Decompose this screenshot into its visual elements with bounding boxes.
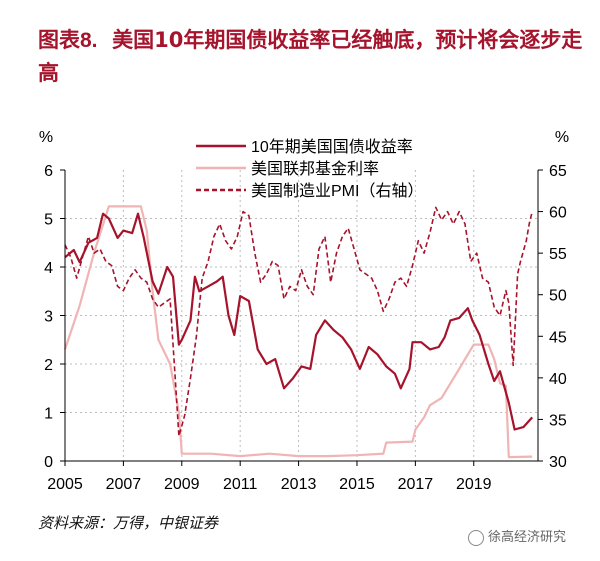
pmi-line	[64, 206, 533, 437]
x-tick-label: 2013	[281, 476, 317, 493]
right-tick-label: 45	[549, 329, 567, 346]
treasury-yield-line	[64, 212, 534, 431]
left-tick-label: 1	[44, 406, 53, 423]
left-tick-label: 2	[44, 357, 53, 374]
legend-fed-funds-label: 美国联邦基金利率	[251, 160, 379, 178]
right-tick-label: 65	[549, 163, 567, 180]
watermark-text: 徐高经济研究	[488, 530, 567, 545]
right-unit-label: %	[555, 129, 569, 146]
x-tick-label: 2015	[339, 476, 375, 493]
right-tick-label: 60	[549, 205, 567, 222]
wechat-icon	[468, 529, 484, 546]
legend-treasury: 10年期美国国债收益率	[196, 138, 413, 156]
right-tick-label: 30	[549, 454, 567, 471]
left-tick-label: 3	[44, 309, 53, 326]
x-tick-label: 2007	[106, 476, 142, 493]
figure-title-text: 美国10年期国债收益率已经触底，预计将会逐步走高	[38, 28, 583, 85]
left-tick-label: 0	[44, 454, 53, 471]
right-tick-label: 35	[549, 412, 567, 429]
legend-pmi: 美国制造业PMI（右轴）	[196, 182, 423, 200]
x-tick-label: 2005	[47, 476, 83, 493]
x-tick-label: 2019	[456, 476, 492, 493]
left-tick-label: 4	[44, 260, 53, 277]
fed-funds-rate-line	[63, 205, 533, 459]
figure-label: 图表8.	[38, 29, 98, 52]
legend-fed-funds: 美国联邦基金利率	[196, 160, 379, 178]
right-tick-label: 50	[549, 288, 567, 305]
watermark: 徐高经济研究	[468, 526, 566, 546]
x-tick-label: 2011	[223, 476, 258, 493]
grid-layer	[65, 170, 538, 461]
right-tick-label: 55	[549, 246, 567, 263]
x-tick-label: 2017	[398, 476, 434, 493]
left-tick-label: 5	[44, 212, 53, 229]
figure-title: 图表8. 美国10年期国债收益率已经触底，预计将会逐步走高	[38, 24, 583, 89]
left-tick-label: 6	[44, 163, 53, 180]
legend-pmi-label: 美国制造业PMI（右轴）	[251, 182, 423, 200]
series-layer	[63, 205, 534, 459]
x-tick-label: 2009	[164, 476, 200, 493]
right-tick-label: 40	[549, 371, 567, 388]
legend-treasury-label: 10年期美国国债收益率	[251, 138, 413, 156]
source-note: 资料来源：万得，中银证券	[38, 514, 219, 532]
left-unit-label: %	[39, 129, 53, 146]
